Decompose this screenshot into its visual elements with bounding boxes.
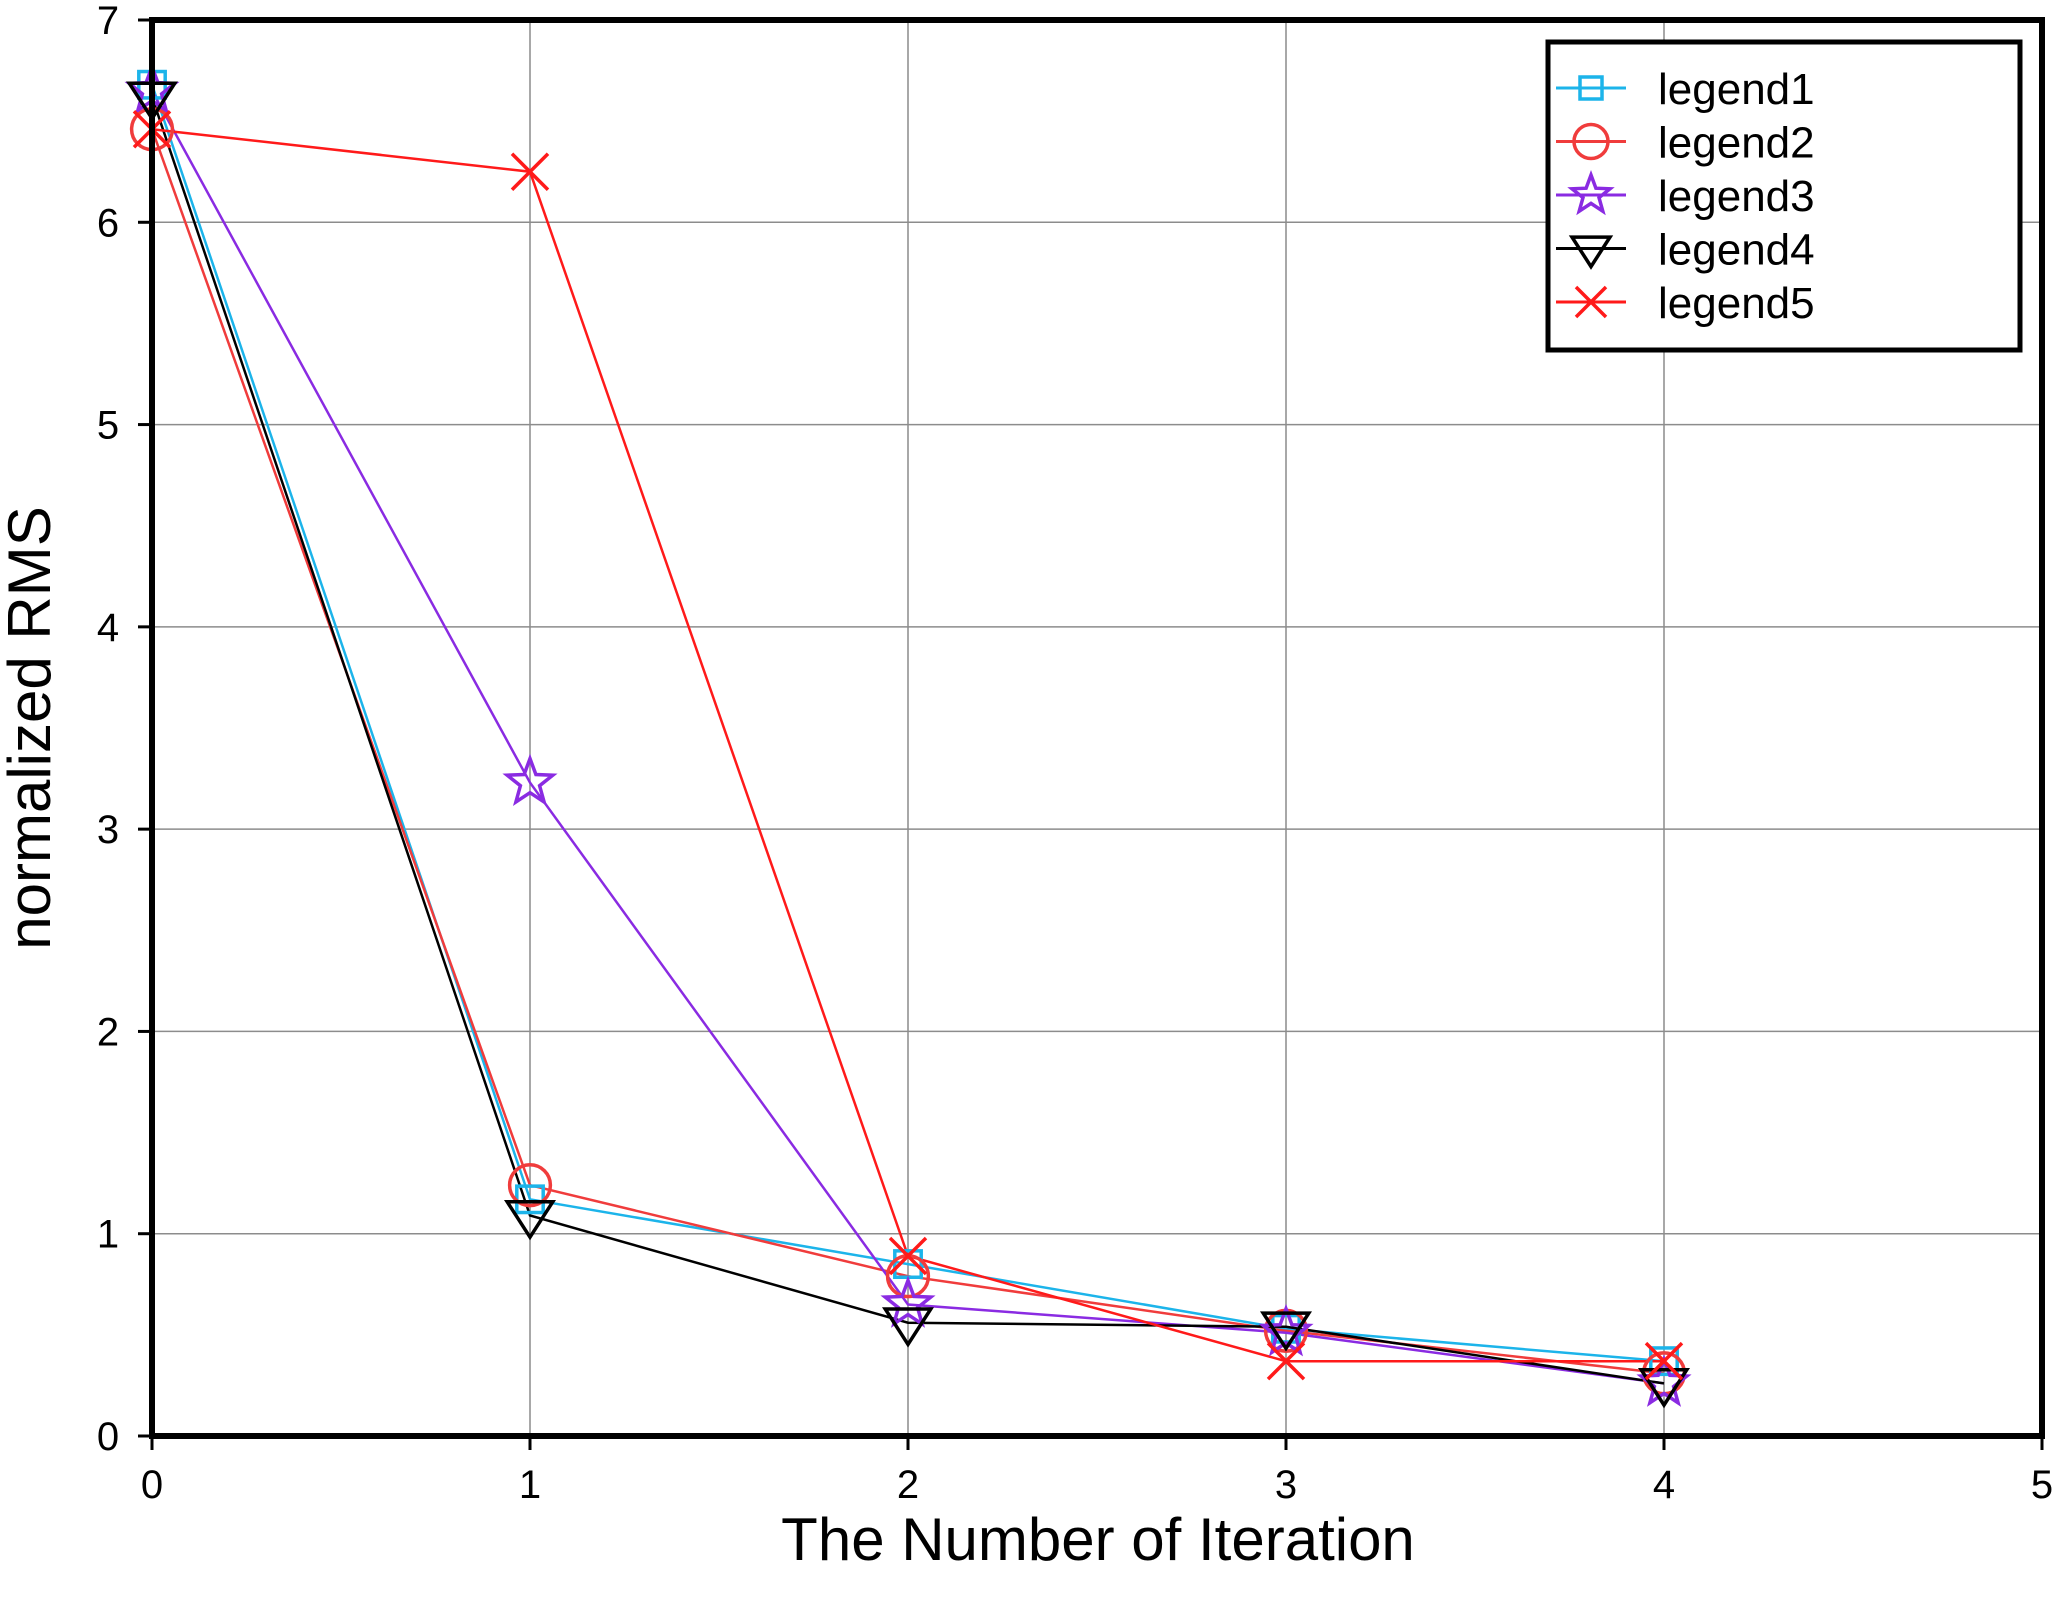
data-point-legend4 [881,1307,935,1348]
y-tick-label: 2 [97,1010,119,1054]
legend-entry: legend3 [1556,169,1815,221]
x-tick-label: 5 [2031,1463,2053,1507]
y-tick-labels: 0 1 2 3 4 5 6 7 [97,0,119,1459]
x-tick-label: 2 [897,1463,919,1507]
x-tick-label: 4 [1653,1463,1675,1507]
data-point-legend5 [1266,1341,1306,1381]
series-line-legend3 [150,90,1665,1385]
x-tick-labels: 0 1 2 3 4 5 [141,1463,2053,1507]
data-point-legend5 [888,1236,928,1276]
data-point-legend3 [880,1275,936,1328]
legend-label: legend4 [1658,226,1815,275]
data-point-legend3 [1258,1303,1314,1357]
series-line-legend4 [150,96,1665,1385]
legend-label: legend1 [1658,65,1815,114]
legend-entry: legend1 [1556,65,1815,114]
data-point-legend5 [510,152,550,191]
data-point-legend2 [507,1163,553,1208]
y-axis-title: normalized RMS [0,506,63,949]
data-point-legend1 [1649,1346,1679,1377]
x-tick-label: 0 [141,1463,163,1507]
series-line-legend1 [150,84,1665,1363]
legend-entry: legend2 [1556,119,1815,168]
data-point-legend4 [503,1200,557,1241]
legend-entry: legend4 [1556,226,1815,275]
x-tick-label: 1 [519,1463,541,1507]
data-point-legend4 [1637,1367,1691,1409]
y-tick-label: 1 [97,1213,119,1257]
y-tick-label: 0 [97,1415,119,1459]
legend-label: legend5 [1658,279,1815,328]
legend-swatch-marker [1572,122,1610,161]
legend-entry: legend5 [1556,279,1815,328]
y-tick-label: 3 [97,808,119,852]
legend-swatch-marker [1567,169,1615,216]
legend-box [1545,39,2023,353]
y-tick-label: 6 [97,201,119,245]
x-tick-label: 3 [1275,1463,1297,1507]
data-point-legend5 [1644,1341,1684,1381]
plot-frame [149,17,2045,1439]
data-point-legend4 [1259,1311,1313,1352]
legend-swatch-marker [1568,235,1614,270]
legend-swatch-marker [1574,285,1608,319]
data-point-legend3 [502,753,558,807]
x-axis-title: The Number of Iteration [781,1506,1415,1573]
legend-label: legend3 [1658,172,1815,221]
y-tick-label: 7 [97,0,119,43]
legend-label: legend2 [1658,119,1815,168]
y-tick-label: 4 [97,606,119,650]
legend-swatch-marker [1578,75,1604,101]
y-tick-label: 5 [97,404,119,448]
